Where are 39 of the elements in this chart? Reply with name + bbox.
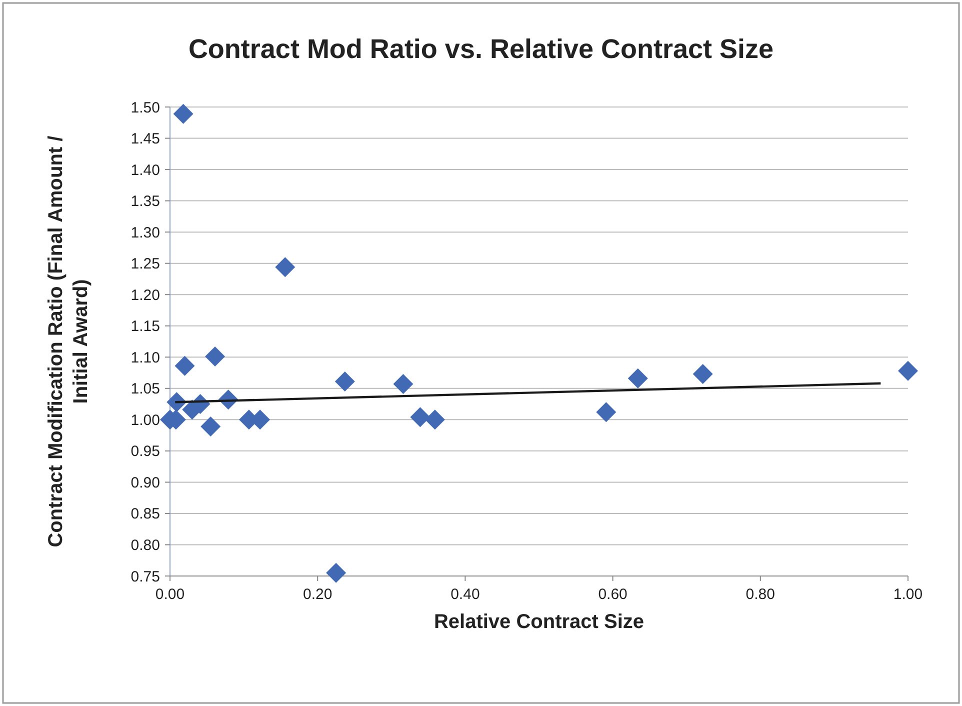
point — [692, 364, 713, 384]
x-axis-title: Relative Contract Size — [434, 611, 644, 633]
x-tick-label: 0.40 — [450, 586, 480, 603]
y-tick-label: 1.05 — [130, 380, 160, 398]
y-tick-label: 1.00 — [130, 412, 160, 429]
x-tick-label: 0.20 — [303, 586, 332, 603]
y-tick-label: 1.40 — [130, 162, 160, 179]
point — [393, 374, 414, 394]
point — [205, 346, 226, 367]
y-tick-label: 1.10 — [130, 349, 160, 366]
point — [596, 402, 616, 422]
y-tick-label: 1.20 — [130, 286, 160, 304]
y-axis-title: Contract Modification Ratio (Final Amount / Initial Award) — [45, 135, 92, 548]
x-tick-label: 0.80 — [746, 586, 775, 603]
y-tick-label: 1.45 — [130, 130, 160, 148]
chart-title: Contract Mod Ratio vs. Relative Contract Size — [188, 34, 774, 64]
point — [174, 356, 195, 376]
y-tick-label: 1.25 — [130, 256, 160, 273]
y-tick-label: 0.95 — [130, 443, 160, 460]
y-tick-label: 0.80 — [130, 536, 160, 554]
x-tick-label: 1.00 — [893, 586, 923, 603]
point — [326, 562, 346, 583]
x-tick-label: 0.60 — [598, 586, 628, 603]
x-tick-label: 0.00 — [155, 586, 185, 603]
point — [628, 368, 648, 388]
point — [173, 104, 194, 124]
point — [334, 372, 355, 392]
y-tick-label: 0.90 — [130, 474, 160, 492]
point — [275, 257, 296, 278]
y-tick-label: 1.35 — [130, 193, 160, 210]
point — [424, 410, 445, 430]
y-tick-label: 0.85 — [130, 506, 160, 523]
y-tick-label: 1.15 — [130, 318, 160, 336]
point — [410, 407, 430, 428]
y-tick-label: 0.75 — [130, 568, 160, 586]
y-tick-label: 1.50 — [130, 99, 160, 116]
point — [898, 360, 918, 381]
y-tick-label: 1.30 — [130, 224, 160, 242]
point — [200, 416, 221, 437]
